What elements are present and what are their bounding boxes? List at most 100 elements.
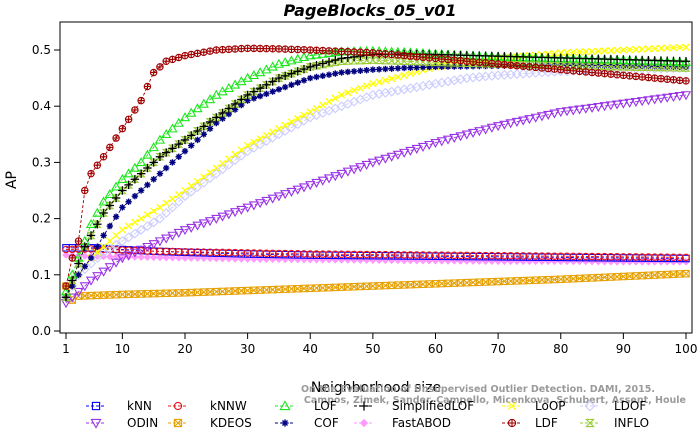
data-point bbox=[419, 64, 427, 71]
data-point bbox=[456, 56, 465, 65]
data-point bbox=[73, 287, 84, 297]
y-tick-label: 0.3 bbox=[32, 155, 51, 169]
data-point bbox=[93, 291, 102, 300]
data-point bbox=[68, 276, 77, 285]
data-point bbox=[293, 67, 303, 76]
data-point bbox=[524, 115, 535, 125]
data-point bbox=[193, 126, 202, 136]
data-point bbox=[449, 133, 460, 143]
data-point bbox=[619, 71, 628, 80]
data-point bbox=[92, 272, 103, 282]
data-point bbox=[594, 69, 603, 77]
data-point bbox=[225, 45, 233, 54]
data-point bbox=[632, 45, 640, 54]
data-point bbox=[325, 47, 333, 55]
x-tick-label: 1 bbox=[62, 342, 70, 356]
data-point bbox=[192, 182, 203, 193]
data-point bbox=[350, 86, 358, 95]
data-point bbox=[625, 46, 634, 54]
data-point bbox=[131, 218, 139, 227]
data-point bbox=[406, 69, 415, 78]
data-point bbox=[243, 141, 252, 150]
data-point bbox=[273, 129, 284, 140]
data-point bbox=[74, 237, 83, 245]
data-point bbox=[312, 284, 321, 292]
data-point bbox=[644, 73, 653, 82]
data-point bbox=[167, 123, 178, 133]
data-point bbox=[288, 81, 295, 89]
data-point bbox=[180, 135, 190, 145]
data-point bbox=[417, 142, 429, 152]
data-point bbox=[212, 46, 221, 54]
data-point bbox=[355, 56, 365, 65]
data-point bbox=[436, 137, 447, 147]
data-point bbox=[86, 231, 96, 240]
data-point bbox=[682, 253, 690, 262]
data-point bbox=[231, 255, 239, 263]
series-cof bbox=[62, 61, 690, 301]
data-point bbox=[156, 170, 164, 177]
series-ldof bbox=[61, 63, 691, 303]
data-point bbox=[630, 97, 642, 108]
data-point bbox=[467, 128, 479, 138]
data-point bbox=[186, 131, 196, 140]
data-point bbox=[337, 91, 346, 99]
x-tick-label: 100 bbox=[675, 342, 698, 356]
x-axis-ticks: 1 10 20 30 40 50 60 70 80 90 100 bbox=[62, 333, 697, 356]
data-point bbox=[104, 243, 115, 254]
data-point bbox=[325, 98, 333, 106]
data-point bbox=[179, 226, 191, 236]
data-point bbox=[561, 107, 573, 117]
data-point bbox=[161, 234, 172, 244]
data-point bbox=[582, 68, 590, 76]
data-point bbox=[92, 252, 103, 263]
data-point bbox=[243, 44, 252, 53]
data-point bbox=[118, 124, 127, 133]
data-point bbox=[318, 59, 327, 68]
data-point bbox=[588, 68, 596, 77]
data-point bbox=[99, 153, 108, 161]
data-point bbox=[181, 147, 189, 155]
legend-label: kNN bbox=[127, 399, 152, 413]
data-point bbox=[206, 125, 214, 132]
data-point bbox=[212, 164, 220, 172]
data-point bbox=[136, 157, 147, 167]
data-point bbox=[625, 72, 634, 80]
data-point bbox=[124, 115, 133, 124]
data-point bbox=[187, 131, 196, 140]
data-point bbox=[424, 58, 434, 66]
data-point bbox=[657, 74, 665, 83]
data-point bbox=[263, 90, 270, 98]
data-point bbox=[488, 59, 496, 68]
data-point bbox=[361, 160, 372, 170]
data-point bbox=[575, 67, 584, 76]
data-point bbox=[394, 73, 402, 81]
data-point bbox=[438, 279, 446, 288]
data-point bbox=[305, 50, 316, 60]
data-point bbox=[173, 228, 184, 238]
data-point bbox=[223, 159, 234, 170]
data-point bbox=[599, 102, 610, 112]
data-point bbox=[112, 213, 120, 220]
data-point bbox=[230, 99, 240, 109]
data-point bbox=[255, 139, 266, 150]
data-point bbox=[236, 205, 247, 215]
data-point bbox=[218, 45, 227, 54]
data-point bbox=[317, 176, 328, 186]
data-point bbox=[243, 91, 253, 99]
data-point bbox=[256, 44, 264, 53]
data-point bbox=[461, 130, 472, 140]
data-point bbox=[588, 274, 596, 282]
data-point bbox=[273, 58, 285, 68]
data-point bbox=[411, 144, 422, 154]
data-point bbox=[663, 270, 671, 279]
data-point bbox=[218, 109, 228, 117]
data-point bbox=[104, 263, 115, 273]
data-point bbox=[344, 89, 352, 97]
data-point bbox=[387, 75, 396, 83]
data-point bbox=[130, 175, 140, 184]
data-point bbox=[162, 57, 170, 65]
data-point bbox=[594, 47, 602, 55]
data-point bbox=[255, 84, 265, 93]
data-point bbox=[79, 264, 90, 275]
